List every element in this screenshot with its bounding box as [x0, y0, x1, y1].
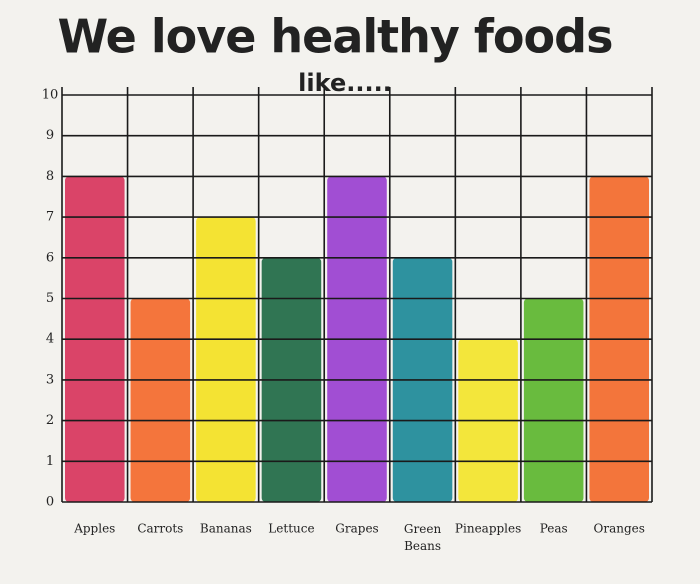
- y-tick-label: 0: [46, 495, 54, 510]
- x-tick-label: Bananas: [200, 522, 252, 536]
- x-tick-label: Peas: [540, 522, 568, 536]
- y-tick-label: 4: [46, 332, 54, 347]
- x-tick-label: Oranges: [594, 522, 645, 536]
- bar: [196, 217, 256, 502]
- x-tick-label: Apples: [73, 522, 115, 536]
- y-tick-label: 10: [42, 88, 59, 103]
- x-tick-label: Lettuce: [268, 522, 314, 536]
- grid: [61, 87, 653, 503]
- x-tick-label: Grapes: [335, 522, 378, 536]
- y-tick-label: 3: [46, 372, 54, 387]
- y-tick-label: 6: [46, 250, 54, 265]
- y-tick-label: 9: [46, 128, 54, 143]
- y-tick-label: 8: [46, 169, 54, 184]
- bar: [523, 298, 584, 502]
- y-tick-label: 5: [46, 291, 54, 306]
- x-tick-label: Carrots: [137, 522, 183, 536]
- y-tick-label: 1: [46, 454, 54, 469]
- chart-title: We love healthy foods: [58, 10, 613, 64]
- x-tick-label: Green Beans: [404, 522, 442, 553]
- labels: Apples Carrots Bananas Lettuce Grapes Green Be…: [42, 88, 645, 553]
- y-tick-label: 7: [46, 210, 54, 225]
- y-tick-label: 2: [46, 413, 54, 428]
- chart-subtitle: like.....: [298, 69, 392, 97]
- bar: [130, 298, 191, 502]
- x-tick-label: Pineapples: [455, 522, 521, 536]
